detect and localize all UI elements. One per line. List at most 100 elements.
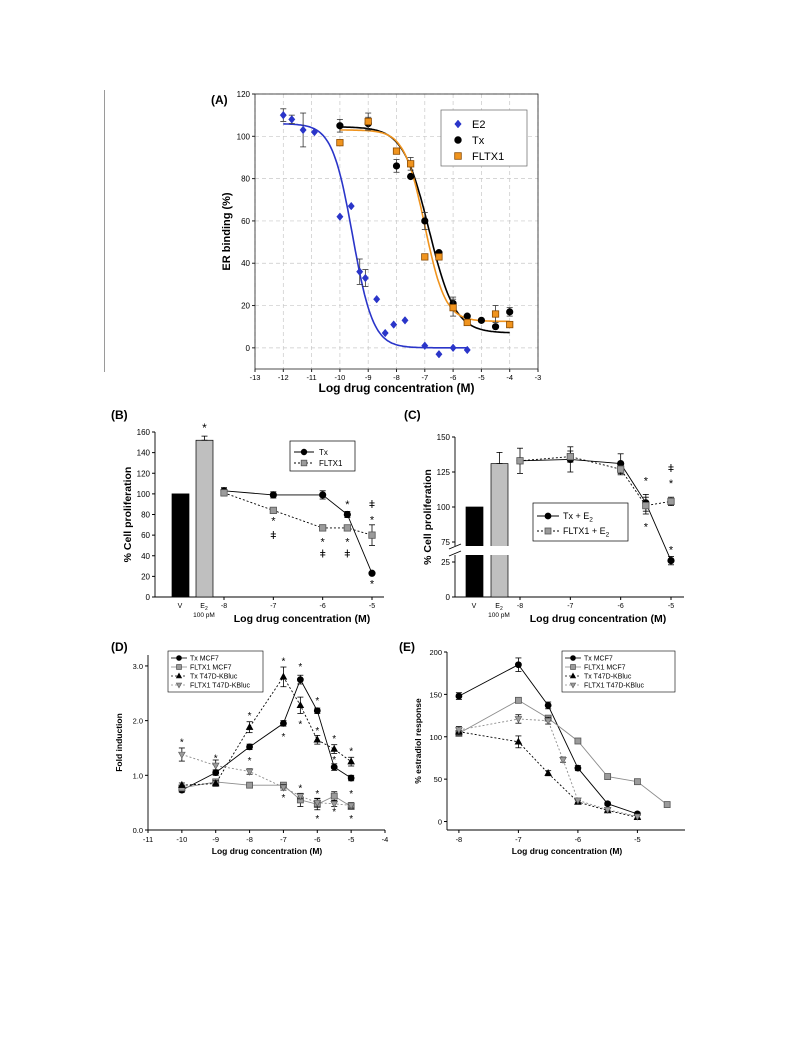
data-point-e2 [310,127,318,137]
significance-mark: ǂ [344,549,350,561]
data-point [515,661,522,669]
legend-label: Tx MCF7 [584,656,613,663]
legend-marker [176,664,182,670]
data-point [544,702,552,709]
data-point [634,778,641,786]
data-point-e2 [373,294,381,304]
x-tick-label: -4 [506,373,513,382]
y-tick-label: 0 [446,593,451,602]
data-point [178,780,186,788]
data-point-fltx1 [364,117,372,126]
x-tick-label: -10 [334,373,345,382]
significance-mark: * [298,719,302,730]
data-point-fltx1 [435,253,443,261]
legend-marker [175,682,183,689]
data-point [330,801,339,808]
data-point-tx [477,316,485,324]
x-tick-label: -7 [515,835,522,844]
data-point-e2 [463,345,471,355]
significance-mark: * [315,814,319,825]
x-tick-label: -4 [382,835,389,844]
panel-label: (B) [111,408,128,422]
data-point [296,701,305,709]
data-point [516,457,524,465]
data-point [574,764,582,772]
series-line [458,699,668,805]
y-tick-label: 0 [438,818,442,827]
y-tick-label: 20 [241,302,250,311]
series-line [223,490,373,574]
data-point-e2 [347,201,355,211]
data-point [343,524,351,532]
data-point [574,737,582,745]
data-point [246,781,253,789]
series-line [181,678,352,791]
x-axis-title: Log drug concentration (M) [530,613,667,625]
x-tick-label: -5 [478,373,485,382]
x-tick-label: -6 [320,603,326,610]
x-tick-label: -8 [517,603,523,610]
category-sublabel: 100 pM [488,612,510,619]
y-tick-label: 0 [246,344,251,353]
data-point-fltx1 [421,253,429,261]
y-tick-label: 200 [429,648,442,657]
y-axis-title: % Cell proliferation [122,467,134,563]
data-point [604,800,612,808]
legend-label: Tx MCF7 [190,656,219,663]
x-tick-label: -7 [421,373,428,382]
data-point [211,762,220,770]
x-tick-label: -8 [456,835,463,844]
y-axis-title: ER binding (%) [221,192,233,271]
y-tick-label: 100 [137,490,151,499]
axis-break-gap [448,546,518,555]
data-point-e2 [336,212,344,221]
significance-mark: * [248,756,252,767]
margin-rule [104,90,105,372]
data-point-e2 [279,110,287,120]
x-tick-label: -7 [567,603,573,610]
significance-mark: * [202,421,207,435]
data-point [604,773,612,780]
data-point-tx [506,308,514,316]
significance-mark: ǂ [668,463,674,475]
legend-label: FLTX1 T47D-KBluc [190,683,251,690]
panel-e: (E) 0 50 100 150 200 -8 -7 -6 -5 Log drug concentr… [399,640,685,856]
data-point-tx [392,162,401,170]
axis-break-mark [448,550,462,557]
x-axis-title: Log drug concentration (M) [512,846,623,856]
x-tick-label: -6 [314,835,321,844]
significance-mark: * [332,807,336,818]
y-tick-label: 40 [241,259,250,268]
legend-label: FLTX1 MCF7 [190,665,232,672]
y-tick-label: 150 [437,433,451,442]
significance-mark: * [472,506,477,520]
x-tick-label: -5 [634,835,641,844]
data-point [313,735,322,743]
data-point-e2 [381,328,389,338]
x-axis-title: Log drug concentration (M) [234,613,371,625]
x-tick-label: -6 [450,373,457,382]
x-tick-label: -11 [306,373,316,382]
panel-d: (D) 0.0 1.0 2.0 3.0 -11 -10 -9 -8 -7 -6 -5 -4 Log dru… [111,640,388,856]
legend-box [532,502,629,542]
significance-mark: * [370,579,375,591]
data-point [603,806,612,814]
data-point [544,768,552,776]
category-label-v: V [178,603,183,610]
y-tick-label: 0.0 [133,826,143,835]
data-point [330,792,338,800]
data-point [211,779,220,787]
legend-label: FLTX1 + E2 [563,526,610,539]
data-point-fltx1 [407,160,415,168]
legend-marker [454,152,462,160]
data-point [455,727,463,735]
x-tick-label: -7 [280,835,287,844]
panel-label: (A) [211,93,228,107]
x-axis-title: Log drug concentration (M) [212,846,323,856]
data-point [642,501,650,510]
significance-mark: * [281,732,285,743]
significance-mark: * [298,662,302,673]
